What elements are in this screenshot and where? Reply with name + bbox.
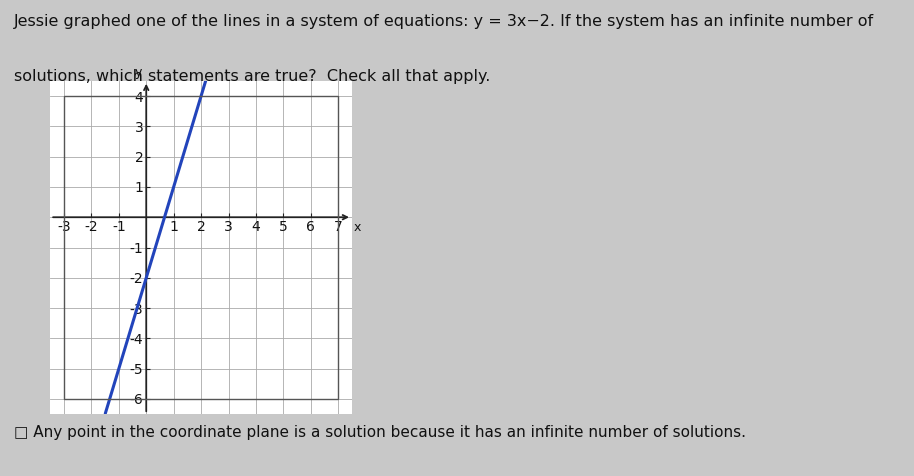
Text: x: x (353, 221, 361, 234)
Text: Jessie graphed one of the lines in a system of equations: y = 3x−2. If the syste: Jessie graphed one of the lines in a sys… (14, 14, 874, 30)
Text: y: y (134, 67, 142, 79)
Text: □ Any point in the coordinate plane is a solution because it has an infinite num: □ Any point in the coordinate plane is a… (14, 425, 746, 440)
Text: solutions, which statements are true?  Check all that apply.: solutions, which statements are true? Ch… (14, 69, 490, 84)
